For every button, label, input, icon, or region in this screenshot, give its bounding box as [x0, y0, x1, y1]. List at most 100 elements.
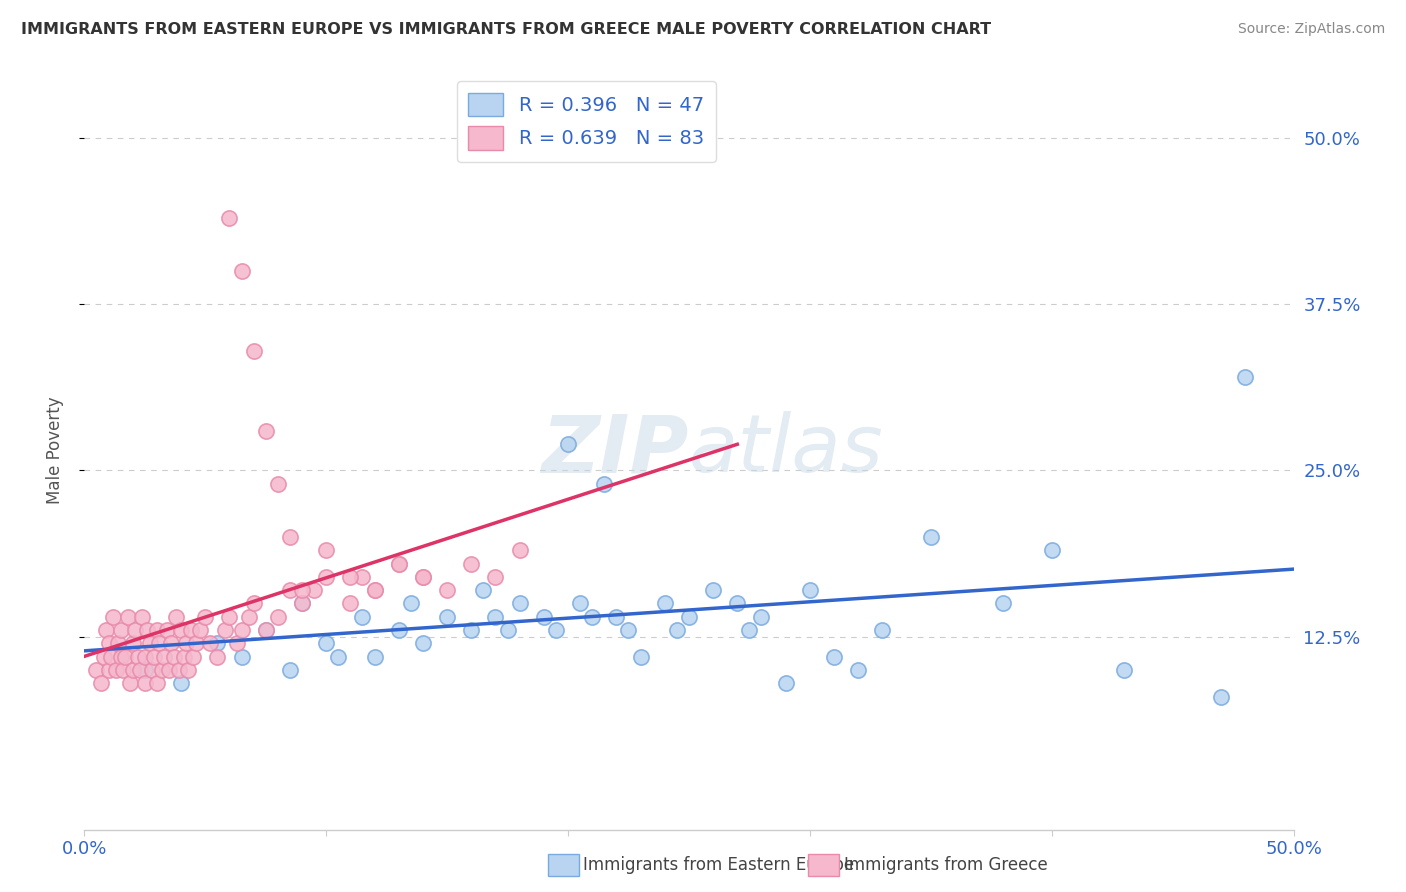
Point — [97, 636, 120, 650]
Point — [509, 543, 531, 558]
Point — [352, 570, 374, 584]
Point — [174, 636, 197, 650]
Point — [225, 636, 247, 650]
Text: Immigrants from Eastern Europe: Immigrants from Eastern Europe — [583, 856, 855, 874]
Point — [484, 570, 506, 584]
Point — [363, 649, 385, 664]
Point — [412, 570, 434, 584]
Point — [617, 623, 640, 637]
Point — [231, 649, 253, 664]
Point — [654, 596, 676, 610]
Point — [160, 636, 183, 650]
Point — [129, 663, 152, 677]
Point — [112, 663, 135, 677]
Point — [231, 264, 253, 278]
Point — [131, 609, 153, 624]
Point — [141, 663, 163, 677]
Point — [117, 609, 139, 624]
Point — [920, 530, 942, 544]
Point — [242, 343, 264, 358]
Point — [315, 636, 337, 650]
Point — [846, 663, 869, 677]
Point — [214, 623, 236, 637]
Point — [544, 623, 567, 637]
Point — [153, 649, 176, 664]
Point — [702, 583, 724, 598]
Point — [94, 623, 117, 637]
Point — [388, 557, 411, 571]
Point — [134, 676, 156, 690]
Point — [315, 543, 337, 558]
Point — [665, 623, 688, 637]
Point — [207, 649, 229, 664]
Point — [496, 623, 519, 637]
Point — [509, 596, 531, 610]
Point — [143, 649, 166, 664]
Point — [121, 663, 143, 677]
Point — [339, 570, 361, 584]
Point — [1114, 663, 1136, 677]
Point — [104, 663, 127, 677]
Point — [823, 649, 845, 664]
Point — [472, 583, 495, 598]
Point — [775, 676, 797, 690]
Point — [533, 609, 555, 624]
Point — [173, 649, 195, 664]
Point — [138, 636, 160, 650]
Point — [291, 596, 314, 610]
Point — [630, 649, 652, 664]
Point — [460, 623, 482, 637]
Point — [291, 596, 314, 610]
Point — [738, 623, 761, 637]
Point — [120, 676, 142, 690]
Point — [352, 609, 374, 624]
Point — [484, 609, 506, 624]
Point — [460, 557, 482, 571]
Point — [557, 437, 579, 451]
Point — [291, 583, 314, 598]
Point — [167, 663, 190, 677]
Point — [136, 623, 159, 637]
Point — [157, 663, 180, 677]
Point — [593, 476, 616, 491]
Point — [388, 623, 411, 637]
Point — [127, 649, 149, 664]
Point — [1234, 370, 1257, 384]
Text: Immigrants from Greece: Immigrants from Greece — [844, 856, 1047, 874]
Point — [146, 676, 169, 690]
Point — [1040, 543, 1063, 558]
Point — [267, 476, 290, 491]
Point — [124, 623, 146, 637]
Point — [436, 583, 458, 598]
Point — [134, 663, 156, 677]
Point — [872, 623, 894, 637]
Legend: R = 0.396   N = 47, R = 0.639   N = 83: R = 0.396 N = 47, R = 0.639 N = 83 — [457, 81, 716, 161]
Text: ZIP: ZIP — [541, 411, 689, 490]
Point — [150, 663, 173, 677]
Point — [993, 596, 1015, 610]
Point — [363, 583, 385, 598]
Point — [412, 570, 434, 584]
Point — [170, 676, 193, 690]
Point — [569, 596, 592, 610]
Point — [751, 609, 773, 624]
Point — [110, 623, 132, 637]
Point — [165, 609, 187, 624]
Point — [267, 609, 290, 624]
Text: IMMIGRANTS FROM EASTERN EUROPE VS IMMIGRANTS FROM GREECE MALE POVERTY CORRELATIO: IMMIGRANTS FROM EASTERN EUROPE VS IMMIGR… — [21, 22, 991, 37]
Point — [93, 649, 115, 664]
Point — [678, 609, 700, 624]
Point — [155, 623, 177, 637]
Y-axis label: Male Poverty: Male Poverty — [45, 397, 63, 504]
Text: atlas: atlas — [689, 411, 884, 490]
Point — [725, 596, 748, 610]
Point — [114, 649, 136, 664]
Point — [363, 583, 385, 598]
Point — [605, 609, 627, 624]
Point — [436, 609, 458, 624]
Point — [170, 623, 193, 637]
Point — [254, 623, 277, 637]
Point — [231, 623, 253, 637]
Point — [107, 636, 129, 650]
Point — [581, 609, 603, 624]
